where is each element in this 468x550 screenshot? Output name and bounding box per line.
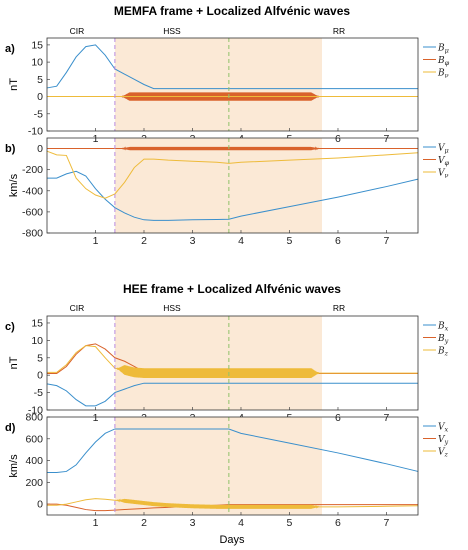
panel-label: a) xyxy=(5,43,15,55)
y-axis-label: km/s xyxy=(8,454,20,478)
y-tick-label: 0 xyxy=(37,143,43,155)
y-tick-label: 400 xyxy=(25,455,43,467)
y-tick-label: -5 xyxy=(34,108,43,120)
legend-label: By xyxy=(437,334,449,345)
x-tick-label: 4 xyxy=(238,235,244,247)
series-line-1 xyxy=(46,44,418,90)
region-label-cir-top: CIR xyxy=(70,26,85,36)
series-line-1 xyxy=(46,382,418,407)
x-tick-label: 7 xyxy=(384,412,390,424)
series-line-1 xyxy=(47,170,419,221)
y-axis-label: nT xyxy=(8,356,20,369)
y-tick-label: 5 xyxy=(37,74,43,86)
plot-frame xyxy=(46,37,419,132)
y-tick-label: 5 xyxy=(37,352,43,364)
x-tick-label: 3 xyxy=(190,517,196,529)
series-oscillation-2 xyxy=(121,146,319,151)
y-axis-label: nT xyxy=(8,78,20,91)
x-tick-label: 5 xyxy=(287,517,293,529)
legend-label: Bν xyxy=(437,69,449,80)
y-tick-label: 800 xyxy=(25,412,43,424)
series-oscillation-3 xyxy=(116,498,319,509)
legend-label: Vx xyxy=(438,423,449,434)
series-oscillation-3 xyxy=(116,365,319,378)
hss-shading xyxy=(114,316,322,410)
legend-label: Vz xyxy=(438,448,449,459)
x-tick-label: 4 xyxy=(238,517,244,529)
x-axis-label: Days xyxy=(219,534,245,546)
y-tick-label: -5 xyxy=(34,387,43,399)
plot-frame xyxy=(46,315,419,411)
panel-label: c) xyxy=(5,321,15,333)
region-label-rr-top: RR xyxy=(333,26,345,36)
x-tick-label: 3 xyxy=(190,235,196,247)
x-tick-label: 7 xyxy=(384,133,390,145)
y-tick-label: 15 xyxy=(31,317,43,329)
series-line-1 xyxy=(47,428,419,474)
series-oscillation-2 xyxy=(121,92,319,101)
x-tick-label: 2 xyxy=(141,235,147,247)
region-label-hss-bottom: HSS xyxy=(163,303,181,313)
y-tick-label: 0 xyxy=(37,499,43,511)
x-tick-label: 7 xyxy=(384,517,390,529)
x-tick-label: 1 xyxy=(93,412,99,424)
section-title-hee: HEE frame + Localized Alfvénic waves xyxy=(123,282,341,296)
legend-label: Bz xyxy=(437,347,449,358)
legend-label: Vμ xyxy=(438,144,449,155)
x-tick-label: 1 xyxy=(93,133,99,145)
x-tick-label: 2 xyxy=(141,517,147,529)
y-tick-label: 200 xyxy=(25,477,43,489)
y-tick-label: 0 xyxy=(37,370,43,382)
plot-frame xyxy=(46,416,419,516)
legend-label: Vφ xyxy=(438,156,450,167)
y-tick-label: -400 xyxy=(22,185,43,197)
region-label-rr-bottom: RR xyxy=(333,303,345,313)
x-tick-label: 6 xyxy=(335,517,341,529)
y-tick-label: -10 xyxy=(28,405,43,417)
x-tick-label: 6 xyxy=(335,235,341,247)
x-tick-label: 1 xyxy=(93,235,99,247)
panels: 1234567-10-5051015nTa)BμBφBν1234567-800-… xyxy=(5,37,450,530)
hss-shading xyxy=(114,138,322,233)
hss-shading xyxy=(114,38,322,131)
series-line-3 xyxy=(46,150,419,199)
x-tick-label: 1 xyxy=(93,517,99,529)
y-tick-label: 15 xyxy=(31,39,43,51)
y-tick-label: 0 xyxy=(37,91,43,103)
x-tick-label: 6 xyxy=(335,412,341,424)
y-tick-label: 10 xyxy=(31,57,43,69)
series-line-2 xyxy=(47,503,418,512)
y-tick-label: 10 xyxy=(31,335,43,347)
panel-label: d) xyxy=(5,422,16,434)
x-tick-label: 7 xyxy=(384,235,390,247)
hss-shading xyxy=(114,417,322,515)
x-tick-label: 5 xyxy=(287,235,293,247)
x-tick-label: 6 xyxy=(335,133,341,145)
legend-label: Bμ xyxy=(437,44,449,55)
section-title-memfa: MEMFA frame + Localized Alfvénic waves xyxy=(114,4,351,18)
plot-frame xyxy=(46,137,419,234)
y-tick-label: -10 xyxy=(28,126,43,138)
region-label-hss-top: HSS xyxy=(163,26,181,36)
legend-label: Bx xyxy=(437,322,449,333)
legend-label: Vν xyxy=(438,169,449,180)
y-tick-label: -600 xyxy=(22,206,43,218)
legend-label: Bφ xyxy=(437,56,450,67)
legend-label: Vy xyxy=(438,435,449,446)
y-tick-label: -200 xyxy=(22,164,43,176)
panel-label: b) xyxy=(5,143,16,155)
y-tick-label: -800 xyxy=(22,228,43,240)
region-label-cir-bottom: CIR xyxy=(70,303,85,313)
y-tick-label: 600 xyxy=(25,433,43,445)
y-axis-label: km/s xyxy=(8,173,20,197)
